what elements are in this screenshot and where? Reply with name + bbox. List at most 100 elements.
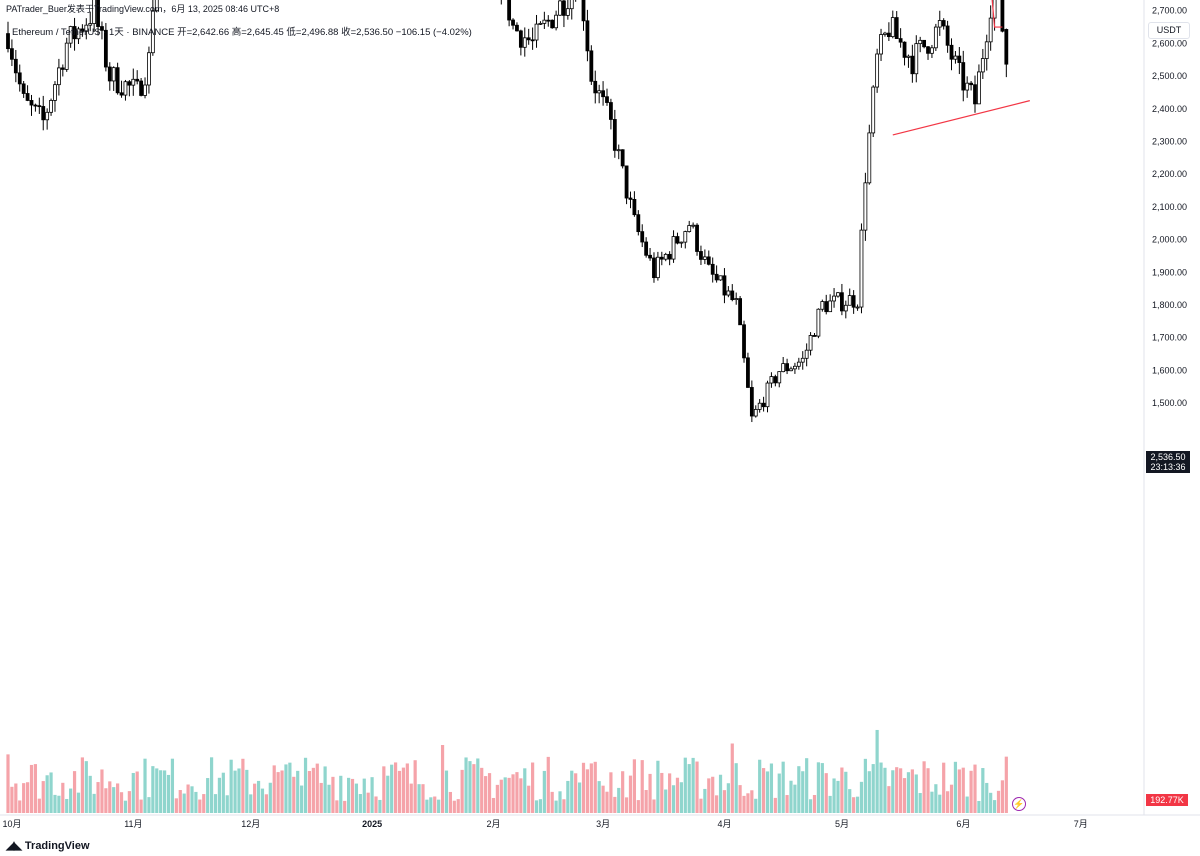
candle-body <box>13 58 18 74</box>
candle-body <box>730 290 735 301</box>
volume-bar <box>253 783 257 813</box>
lightning-icon[interactable]: ⚡ <box>1012 797 1026 811</box>
volume-bar <box>554 800 558 813</box>
volume-bar <box>29 764 34 813</box>
candle-body <box>785 363 789 372</box>
candle-body <box>88 23 93 26</box>
candle-body <box>569 0 574 10</box>
candle-body <box>565 8 570 16</box>
candle-body <box>988 17 993 43</box>
volume-bar <box>292 776 296 813</box>
candle-body <box>648 254 652 259</box>
publish-caption: PATrader_Buer发表于TradingView.com，6月 13, 2… <box>6 4 280 14</box>
candle-body <box>683 231 688 243</box>
candle-body <box>675 236 680 244</box>
candle-body <box>616 149 621 152</box>
volume-bar <box>143 758 147 813</box>
tradingview-logo[interactable]: ◢◣ TradingView <box>6 839 90 853</box>
volume-bar <box>585 769 590 813</box>
volume-bar <box>523 768 527 813</box>
time-axis[interactable]: 10月 11月 12月 2025 2月 3月 4月 5月 6月 7月 <box>2 819 1087 829</box>
volume-bar <box>953 761 958 813</box>
volume-bar <box>597 781 601 813</box>
volume-bar <box>558 791 562 813</box>
candle-body <box>796 361 801 367</box>
volume-bars <box>6 729 1008 813</box>
volume-bar <box>581 762 586 813</box>
candle-body <box>620 149 625 167</box>
candle-body <box>663 253 668 260</box>
volume-bar <box>531 762 535 813</box>
volume-bar <box>366 792 370 813</box>
volume-bar <box>100 769 104 813</box>
volume-bar <box>249 794 253 813</box>
candle-body <box>507 0 512 21</box>
candle-body <box>941 20 946 27</box>
volume-bar <box>241 758 245 813</box>
price-axis[interactable]: 3,800.003,700.003,600.003,500.003,400.00… <box>1152 0 1187 408</box>
volume-bar <box>938 794 942 813</box>
candle-body <box>100 26 104 31</box>
volume-bar <box>985 782 989 813</box>
support-trendline[interactable] <box>892 100 1030 136</box>
volume-bar <box>773 797 777 813</box>
volume-bar <box>135 771 139 813</box>
candle-body <box>68 26 73 44</box>
range-box-line[interactable] <box>924 0 1003 28</box>
candle-body <box>820 301 825 310</box>
volume-bar <box>96 782 100 813</box>
volume-bar <box>699 798 703 813</box>
candle-body <box>6 33 10 50</box>
volume-bar <box>656 760 660 813</box>
candle-body <box>92 0 97 24</box>
price-tick-label: 2,100.00 <box>1152 202 1187 212</box>
price-tick-label: 2,700.00 <box>1152 6 1187 16</box>
candle-body <box>847 295 852 306</box>
volume-bar <box>624 797 629 813</box>
volume-bar <box>738 785 742 813</box>
volume-bar <box>484 776 488 813</box>
drawing-lines[interactable] <box>556 0 1030 136</box>
candle-body <box>636 214 641 233</box>
volume-bar <box>190 786 194 813</box>
volume-bar <box>284 764 288 813</box>
volume-bar <box>793 784 797 813</box>
volume-bar <box>722 790 727 813</box>
price-tick-label: 2,000.00 <box>1152 235 1187 245</box>
candle-body <box>726 290 731 296</box>
candle-body <box>56 67 61 86</box>
candle-body <box>695 224 699 252</box>
volume-bar <box>609 772 613 813</box>
volume-bar <box>648 773 652 813</box>
volume-bar <box>92 793 96 813</box>
candle-body <box>1004 29 1009 65</box>
volume-bar <box>593 761 597 813</box>
volume-bar <box>69 788 73 813</box>
volume-bar <box>33 764 38 813</box>
volume-bar <box>527 785 531 813</box>
volume-bar <box>828 795 832 813</box>
volume-bar <box>562 799 566 813</box>
candle-body <box>839 292 844 312</box>
volume-bar <box>194 791 198 813</box>
symbol-name: Ethereum / TetherUS · 1天 · BINANCE <box>12 27 175 38</box>
currency-button[interactable]: USDT <box>1148 22 1190 39</box>
candle-body <box>127 81 132 86</box>
volume-bar <box>754 798 758 813</box>
time-tick-label: 10月 <box>2 819 21 829</box>
volume-bar <box>296 770 300 813</box>
candle-body <box>992 0 997 19</box>
volume-bar <box>437 799 441 813</box>
volume-bar <box>405 763 409 813</box>
candle-body <box>828 300 833 313</box>
candle-body <box>139 80 144 96</box>
volume-bar <box>127 791 131 813</box>
candle-body <box>119 92 124 96</box>
volume-bar <box>390 764 394 813</box>
volume-bar <box>198 799 202 813</box>
price-tick-label: 2,600.00 <box>1152 38 1187 48</box>
volume-bar <box>824 773 828 813</box>
volume-bar <box>750 790 754 813</box>
candle-body <box>914 43 919 75</box>
